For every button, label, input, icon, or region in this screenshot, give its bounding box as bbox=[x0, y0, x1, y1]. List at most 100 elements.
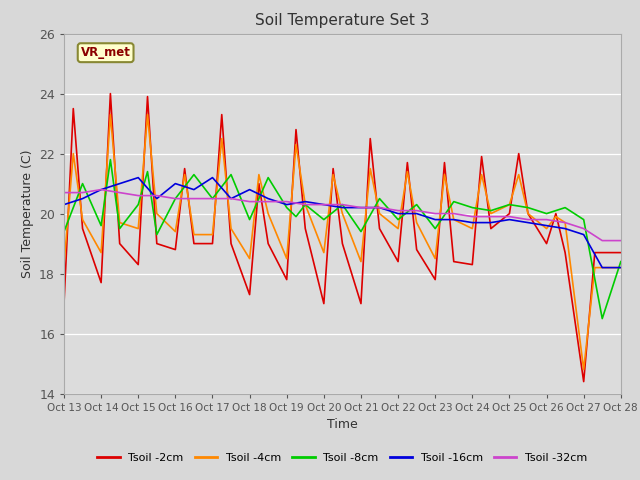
Tsoil -2cm bbox=[79, 226, 86, 231]
Tsoil -16cm bbox=[468, 220, 476, 226]
Tsoil -4cm bbox=[468, 226, 476, 231]
Tsoil -4cm bbox=[591, 264, 598, 270]
Tsoil -8cm bbox=[431, 226, 439, 231]
Tsoil -4cm bbox=[598, 264, 606, 270]
Tsoil -8cm bbox=[320, 216, 328, 222]
Tsoil -16cm bbox=[339, 204, 346, 210]
Tsoil -16cm bbox=[376, 204, 383, 210]
Tsoil -2cm bbox=[134, 262, 142, 267]
Tsoil -16cm bbox=[116, 180, 124, 186]
Tsoil -2cm bbox=[283, 276, 291, 282]
Tsoil -16cm bbox=[617, 264, 625, 270]
Tsoil -2cm bbox=[301, 226, 309, 231]
Tsoil -2cm bbox=[143, 94, 151, 99]
Tsoil -32cm bbox=[524, 216, 532, 222]
Tsoil -2cm bbox=[209, 240, 216, 246]
Tsoil -16cm bbox=[153, 196, 161, 202]
Tsoil -4cm bbox=[394, 226, 402, 231]
Tsoil -32cm bbox=[450, 211, 458, 216]
Tsoil -16cm bbox=[543, 223, 550, 228]
Tsoil -32cm bbox=[153, 192, 161, 198]
Tsoil -2cm bbox=[591, 250, 598, 255]
Tsoil -2cm bbox=[190, 240, 198, 246]
Line: Tsoil -4cm: Tsoil -4cm bbox=[64, 115, 621, 370]
Tsoil -4cm bbox=[69, 151, 77, 156]
Tsoil -4cm bbox=[403, 168, 411, 174]
Tsoil -8cm bbox=[357, 228, 365, 234]
Tsoil -4cm bbox=[106, 112, 115, 118]
Tsoil -4cm bbox=[60, 262, 68, 267]
Tsoil -4cm bbox=[292, 142, 300, 147]
Tsoil -32cm bbox=[79, 190, 86, 195]
Tsoil -4cm bbox=[431, 256, 439, 262]
Tsoil -4cm bbox=[301, 202, 309, 207]
Tsoil -16cm bbox=[320, 202, 328, 207]
Tsoil -4cm bbox=[366, 166, 374, 171]
Tsoil -8cm bbox=[116, 226, 124, 231]
Tsoil -8cm bbox=[264, 175, 272, 180]
Line: Tsoil -2cm: Tsoil -2cm bbox=[64, 94, 621, 382]
Tsoil -2cm bbox=[543, 240, 550, 246]
Tsoil -16cm bbox=[227, 196, 235, 202]
Line: Tsoil -8cm: Tsoil -8cm bbox=[64, 159, 621, 319]
Tsoil -32cm bbox=[227, 196, 235, 202]
Tsoil -16cm bbox=[394, 211, 402, 216]
Text: VR_met: VR_met bbox=[81, 46, 131, 59]
Tsoil -32cm bbox=[190, 196, 198, 202]
Tsoil -8cm bbox=[153, 232, 161, 238]
Tsoil -16cm bbox=[413, 211, 420, 216]
Tsoil -8cm bbox=[134, 202, 142, 207]
Tsoil -8cm bbox=[450, 199, 458, 204]
Tsoil -4cm bbox=[376, 211, 383, 216]
Tsoil -2cm bbox=[403, 160, 411, 166]
Tsoil -4cm bbox=[515, 172, 523, 178]
Tsoil -2cm bbox=[116, 240, 124, 246]
Tsoil -32cm bbox=[172, 196, 179, 202]
Tsoil -32cm bbox=[283, 199, 291, 204]
Tsoil -32cm bbox=[487, 214, 495, 219]
Tsoil -2cm bbox=[153, 240, 161, 246]
Tsoil -4cm bbox=[255, 172, 263, 178]
Legend: Tsoil -2cm, Tsoil -4cm, Tsoil -8cm, Tsoil -16cm, Tsoil -32cm: Tsoil -2cm, Tsoil -4cm, Tsoil -8cm, Tsoi… bbox=[93, 448, 592, 467]
Tsoil -2cm bbox=[561, 250, 569, 255]
Tsoil -4cm bbox=[209, 232, 216, 238]
Tsoil -8cm bbox=[413, 202, 420, 207]
Line: Tsoil -32cm: Tsoil -32cm bbox=[64, 190, 621, 240]
Tsoil -32cm bbox=[97, 187, 105, 192]
Tsoil -2cm bbox=[477, 154, 485, 159]
Tsoil -16cm bbox=[524, 220, 532, 226]
Tsoil -2cm bbox=[246, 292, 253, 298]
Tsoil -4cm bbox=[339, 211, 346, 216]
Tsoil -2cm bbox=[506, 211, 513, 216]
Tsoil -4cm bbox=[283, 256, 291, 262]
Tsoil -16cm bbox=[431, 216, 439, 222]
Tsoil -8cm bbox=[209, 196, 216, 202]
Tsoil -2cm bbox=[515, 151, 523, 156]
Tsoil -8cm bbox=[394, 216, 402, 222]
Tsoil -8cm bbox=[468, 204, 476, 210]
Tsoil -4cm bbox=[506, 202, 513, 207]
Tsoil -16cm bbox=[487, 220, 495, 226]
Tsoil -16cm bbox=[598, 264, 606, 270]
Tsoil -2cm bbox=[320, 300, 328, 306]
Tsoil -2cm bbox=[487, 226, 495, 231]
Tsoil -2cm bbox=[172, 247, 179, 252]
Tsoil -8cm bbox=[524, 204, 532, 210]
Tsoil -2cm bbox=[292, 127, 300, 132]
Tsoil -8cm bbox=[172, 196, 179, 202]
Tsoil -32cm bbox=[580, 226, 588, 231]
Tsoil -32cm bbox=[543, 216, 550, 222]
Y-axis label: Soil Temperature (C): Soil Temperature (C) bbox=[20, 149, 33, 278]
Tsoil -16cm bbox=[506, 216, 513, 222]
Tsoil -2cm bbox=[450, 259, 458, 264]
Tsoil -4cm bbox=[487, 211, 495, 216]
Tsoil -8cm bbox=[598, 316, 606, 322]
Tsoil -2cm bbox=[180, 166, 188, 171]
Tsoil -2cm bbox=[339, 240, 346, 246]
Tsoil -8cm bbox=[617, 259, 625, 264]
Tsoil -8cm bbox=[543, 211, 550, 216]
Tsoil -4cm bbox=[180, 172, 188, 178]
Tsoil -32cm bbox=[598, 238, 606, 243]
Tsoil -16cm bbox=[60, 202, 68, 207]
Tsoil -2cm bbox=[468, 262, 476, 267]
